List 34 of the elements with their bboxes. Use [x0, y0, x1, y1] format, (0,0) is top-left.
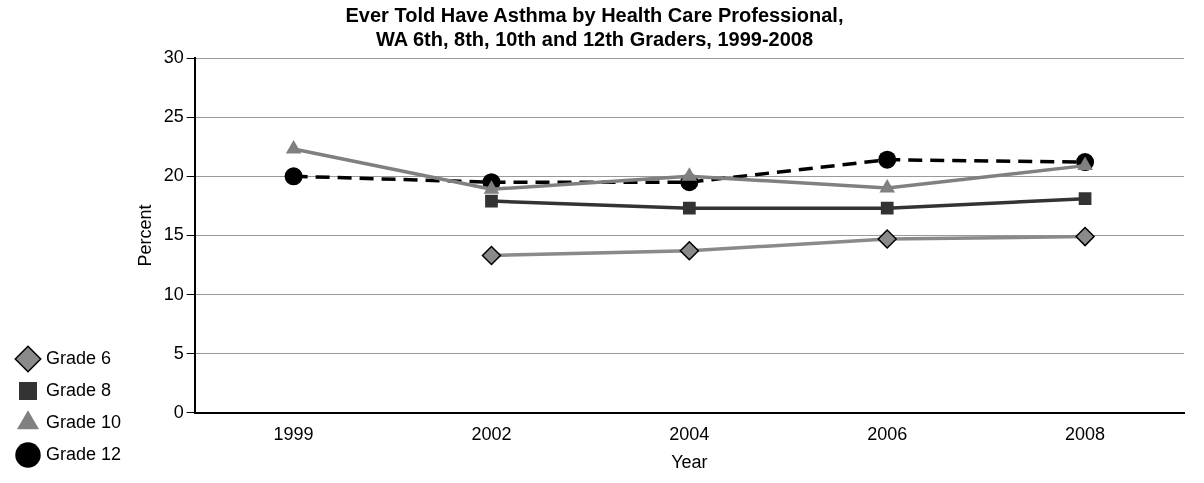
y-tick-label: 10: [163, 283, 184, 304]
y-axis-title: Percent: [134, 204, 155, 267]
point: [880, 201, 894, 215]
legend-label: Grade 8: [46, 379, 112, 400]
point: [878, 150, 897, 169]
point: [284, 167, 303, 186]
text: Ever Told Have Asthma by Health Care Professional,: [345, 3, 844, 26]
x-tick-label: 2002: [471, 423, 512, 444]
x-tick-label: 2006: [867, 423, 908, 444]
text: WA 6th, 8th, 10th and 12th Graders, 1999-2008: [375, 27, 814, 50]
point: [481, 245, 502, 266]
y-tick-label: 5: [173, 342, 184, 363]
point: [877, 229, 897, 249]
x-tick-label: 2004: [669, 423, 710, 444]
point: [679, 241, 700, 261]
point: [483, 180, 500, 194]
y-tick-label: 25: [163, 106, 184, 127]
point: [485, 194, 498, 208]
legend-label: Grade 10: [46, 411, 122, 432]
point: [1078, 192, 1092, 206]
y-tick-label: 15: [163, 224, 184, 245]
legend-label: Grade 6: [46, 347, 112, 368]
x-tick-label: 1999: [273, 423, 314, 444]
point: [879, 179, 895, 193]
legend-label: Grade 12: [46, 443, 122, 464]
x-axis-title: Year: [671, 452, 708, 473]
point: [1075, 226, 1095, 247]
y-tick-label: 0: [173, 401, 184, 422]
x-tick-label: 2008: [1065, 423, 1106, 444]
y-tick-label: 30: [163, 46, 184, 67]
point: [681, 167, 698, 181]
point: [285, 140, 302, 154]
point: [682, 201, 696, 215]
y-tick-label: 20: [163, 165, 184, 186]
